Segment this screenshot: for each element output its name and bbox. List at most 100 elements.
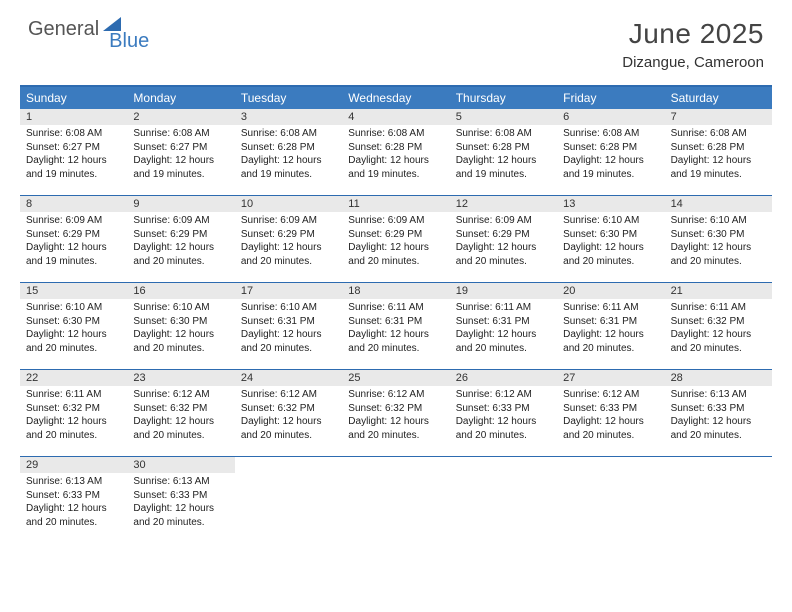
daylight-line: Daylight: 12 hours and 20 minutes. xyxy=(26,328,121,355)
day-body: Sunrise: 6:09 AMSunset: 6:29 PMDaylight:… xyxy=(342,212,449,273)
daylight-line: Daylight: 12 hours and 20 minutes. xyxy=(671,415,766,442)
day-body: Sunrise: 6:10 AMSunset: 6:30 PMDaylight:… xyxy=(665,212,772,273)
daylight-line: Daylight: 12 hours and 20 minutes. xyxy=(456,415,551,442)
brand-logo: General Blue xyxy=(28,18,149,41)
day-header: Friday xyxy=(557,87,664,109)
day-body: Sunrise: 6:11 AMSunset: 6:32 PMDaylight:… xyxy=(665,299,772,360)
sunset-line: Sunset: 6:31 PM xyxy=(348,315,443,329)
sunrise-line: Sunrise: 6:08 AM xyxy=(348,127,443,141)
daylight-line: Daylight: 12 hours and 19 minutes. xyxy=(671,154,766,181)
day-number: 24 xyxy=(235,370,342,386)
daylight-line: Daylight: 12 hours and 20 minutes. xyxy=(241,415,336,442)
sunset-line: Sunset: 6:30 PM xyxy=(133,315,228,329)
day-cell: 8Sunrise: 6:09 AMSunset: 6:29 PMDaylight… xyxy=(20,196,127,282)
title-block: June 2025 Dizangue, Cameroon xyxy=(622,18,764,71)
sunset-line: Sunset: 6:33 PM xyxy=(26,489,121,503)
sunset-line: Sunset: 6:28 PM xyxy=(241,141,336,155)
day-number: 16 xyxy=(127,283,234,299)
day-body: Sunrise: 6:11 AMSunset: 6:31 PMDaylight:… xyxy=(450,299,557,360)
sunrise-line: Sunrise: 6:08 AM xyxy=(241,127,336,141)
day-number: 2 xyxy=(127,109,234,125)
daylight-line: Daylight: 12 hours and 20 minutes. xyxy=(456,241,551,268)
day-cell: 15Sunrise: 6:10 AMSunset: 6:30 PMDayligh… xyxy=(20,283,127,369)
empty-cell xyxy=(557,457,664,543)
day-cell: 12Sunrise: 6:09 AMSunset: 6:29 PMDayligh… xyxy=(450,196,557,282)
sunset-line: Sunset: 6:29 PM xyxy=(348,228,443,242)
daylight-line: Daylight: 12 hours and 20 minutes. xyxy=(133,328,228,355)
day-body: Sunrise: 6:12 AMSunset: 6:33 PMDaylight:… xyxy=(450,386,557,447)
sunrise-line: Sunrise: 6:11 AM xyxy=(671,301,766,315)
day-cell: 29Sunrise: 6:13 AMSunset: 6:33 PMDayligh… xyxy=(20,457,127,543)
sunrise-line: Sunrise: 6:08 AM xyxy=(671,127,766,141)
day-body: Sunrise: 6:09 AMSunset: 6:29 PMDaylight:… xyxy=(450,212,557,273)
day-cell: 13Sunrise: 6:10 AMSunset: 6:30 PMDayligh… xyxy=(557,196,664,282)
daylight-line: Daylight: 12 hours and 20 minutes. xyxy=(671,328,766,355)
daylight-line: Daylight: 12 hours and 19 minutes. xyxy=(241,154,336,181)
day-number: 26 xyxy=(450,370,557,386)
day-number: 1 xyxy=(20,109,127,125)
sunset-line: Sunset: 6:32 PM xyxy=(348,402,443,416)
sunrise-line: Sunrise: 6:11 AM xyxy=(563,301,658,315)
sunrise-line: Sunrise: 6:12 AM xyxy=(456,388,551,402)
sunrise-line: Sunrise: 6:11 AM xyxy=(456,301,551,315)
day-number: 14 xyxy=(665,196,772,212)
day-number: 20 xyxy=(557,283,664,299)
sunrise-line: Sunrise: 6:09 AM xyxy=(26,214,121,228)
sunrise-line: Sunrise: 6:08 AM xyxy=(133,127,228,141)
daylight-line: Daylight: 12 hours and 19 minutes. xyxy=(348,154,443,181)
week-row: 8Sunrise: 6:09 AMSunset: 6:29 PMDaylight… xyxy=(20,196,772,283)
day-number: 28 xyxy=(665,370,772,386)
daylight-line: Daylight: 12 hours and 20 minutes. xyxy=(348,328,443,355)
sunrise-line: Sunrise: 6:11 AM xyxy=(26,388,121,402)
day-cell: 10Sunrise: 6:09 AMSunset: 6:29 PMDayligh… xyxy=(235,196,342,282)
sunrise-line: Sunrise: 6:09 AM xyxy=(241,214,336,228)
day-body: Sunrise: 6:08 AMSunset: 6:28 PMDaylight:… xyxy=(450,125,557,186)
day-number: 6 xyxy=(557,109,664,125)
sunset-line: Sunset: 6:30 PM xyxy=(26,315,121,329)
day-header: Tuesday xyxy=(235,87,342,109)
sunrise-line: Sunrise: 6:10 AM xyxy=(241,301,336,315)
day-body: Sunrise: 6:08 AMSunset: 6:27 PMDaylight:… xyxy=(20,125,127,186)
daylight-line: Daylight: 12 hours and 20 minutes. xyxy=(26,502,121,529)
daylight-line: Daylight: 12 hours and 20 minutes. xyxy=(348,415,443,442)
day-number: 21 xyxy=(665,283,772,299)
daylight-line: Daylight: 12 hours and 20 minutes. xyxy=(563,328,658,355)
sunrise-line: Sunrise: 6:09 AM xyxy=(348,214,443,228)
daylight-line: Daylight: 12 hours and 20 minutes. xyxy=(348,241,443,268)
day-cell: 17Sunrise: 6:10 AMSunset: 6:31 PMDayligh… xyxy=(235,283,342,369)
sunset-line: Sunset: 6:33 PM xyxy=(456,402,551,416)
day-cell: 11Sunrise: 6:09 AMSunset: 6:29 PMDayligh… xyxy=(342,196,449,282)
sunset-line: Sunset: 6:33 PM xyxy=(133,489,228,503)
day-cell: 25Sunrise: 6:12 AMSunset: 6:32 PMDayligh… xyxy=(342,370,449,456)
day-number: 4 xyxy=(342,109,449,125)
sunset-line: Sunset: 6:27 PM xyxy=(133,141,228,155)
day-cell: 21Sunrise: 6:11 AMSunset: 6:32 PMDayligh… xyxy=(665,283,772,369)
sunrise-line: Sunrise: 6:08 AM xyxy=(456,127,551,141)
sunrise-line: Sunrise: 6:13 AM xyxy=(133,475,228,489)
day-body: Sunrise: 6:10 AMSunset: 6:30 PMDaylight:… xyxy=(557,212,664,273)
sunrise-line: Sunrise: 6:13 AM xyxy=(26,475,121,489)
day-number: 15 xyxy=(20,283,127,299)
sunset-line: Sunset: 6:28 PM xyxy=(456,141,551,155)
daylight-line: Daylight: 12 hours and 19 minutes. xyxy=(563,154,658,181)
sunset-line: Sunset: 6:32 PM xyxy=(26,402,121,416)
sunrise-line: Sunrise: 6:11 AM xyxy=(348,301,443,315)
day-header: Saturday xyxy=(665,87,772,109)
sunset-line: Sunset: 6:28 PM xyxy=(671,141,766,155)
brand-word-1: General xyxy=(28,18,99,41)
day-cell: 16Sunrise: 6:10 AMSunset: 6:30 PMDayligh… xyxy=(127,283,234,369)
day-body: Sunrise: 6:08 AMSunset: 6:28 PMDaylight:… xyxy=(342,125,449,186)
daylight-line: Daylight: 12 hours and 20 minutes. xyxy=(456,328,551,355)
daylight-line: Daylight: 12 hours and 19 minutes. xyxy=(26,241,121,268)
day-body: Sunrise: 6:12 AMSunset: 6:32 PMDaylight:… xyxy=(235,386,342,447)
sunset-line: Sunset: 6:32 PM xyxy=(241,402,336,416)
sunset-line: Sunset: 6:27 PM xyxy=(26,141,121,155)
daylight-line: Daylight: 12 hours and 20 minutes. xyxy=(133,502,228,529)
day-cell: 20Sunrise: 6:11 AMSunset: 6:31 PMDayligh… xyxy=(557,283,664,369)
day-body: Sunrise: 6:11 AMSunset: 6:31 PMDaylight:… xyxy=(557,299,664,360)
day-number: 7 xyxy=(665,109,772,125)
day-number: 17 xyxy=(235,283,342,299)
day-body: Sunrise: 6:08 AMSunset: 6:27 PMDaylight:… xyxy=(127,125,234,186)
day-cell: 6Sunrise: 6:08 AMSunset: 6:28 PMDaylight… xyxy=(557,109,664,195)
day-number: 12 xyxy=(450,196,557,212)
